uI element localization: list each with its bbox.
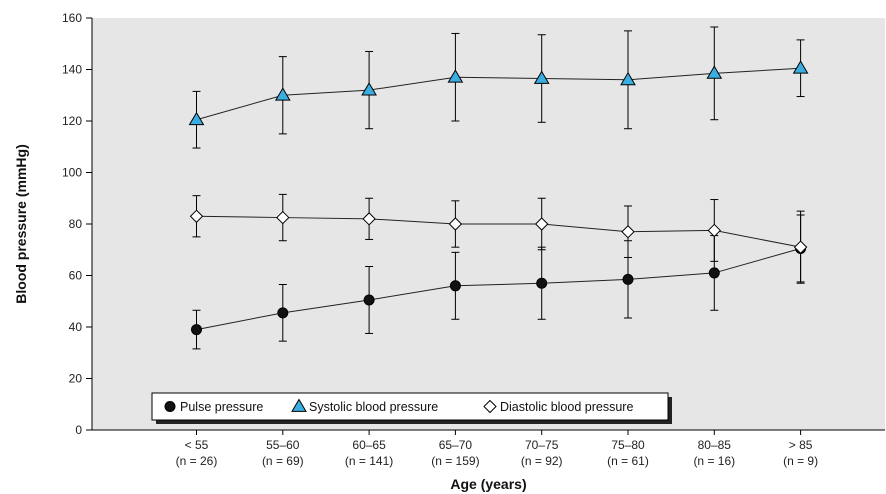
x-tick-label: 55–60: [266, 438, 300, 452]
diastolic-series-line: [196, 215, 801, 248]
pulse-data-point: [191, 324, 202, 336]
systolic-data-point: [188, 111, 205, 126]
pulse-data-point: [622, 273, 634, 285]
diastolic-data-point: [189, 209, 204, 223]
x-axis-title: Age (years): [450, 476, 526, 492]
diastolic-data-point: [621, 225, 635, 239]
y-tick-label: 120: [62, 114, 82, 128]
pulse-data-point: [708, 267, 720, 279]
diastolic-data-point: [534, 217, 549, 231]
x-tick-label: 70–75: [525, 438, 559, 452]
x-tick-count: (n = 69): [262, 454, 304, 468]
y-tick-label: 160: [62, 11, 82, 25]
y-tick-label: 100: [62, 166, 82, 180]
legend-box: [151, 392, 669, 421]
diastolic-data-point: [362, 212, 376, 226]
y-axis-title: Blood pressure (mmHg): [13, 144, 29, 303]
pulse-legend-label: Pulse pressure: [180, 400, 263, 414]
x-tick-label: 65–70: [439, 438, 473, 452]
pulse-data-point: [536, 277, 548, 289]
x-tick-count: (n = 26): [176, 454, 218, 468]
systolic-data-point: [447, 69, 464, 83]
y-tick-label: 20: [69, 372, 83, 386]
y-tick-label: 40: [69, 320, 83, 334]
pulse-data-point: [449, 280, 461, 292]
pulse-data-point: [363, 294, 375, 306]
diastolic-data-point: [276, 210, 290, 225]
diastolic-data-point: [707, 223, 722, 238]
y-tick-label: 60: [69, 269, 83, 283]
y-tick-label: 140: [62, 63, 82, 77]
diastolic-data-point: [448, 217, 463, 231]
x-tick-label: 80–85: [698, 438, 732, 452]
systolic-data-point: [361, 82, 377, 96]
x-tick-count: (n = 141): [345, 454, 393, 468]
systolic-data-point: [706, 65, 723, 79]
y-tick-label: 0: [75, 423, 82, 437]
diastolic-data-point: [793, 240, 808, 254]
systolic-legend-marker: [291, 398, 307, 412]
pulse-legend-marker: [164, 401, 176, 412]
x-tick-count: (n = 159): [431, 454, 479, 468]
diastolic-legend-label: Diastolic blood pressure: [500, 400, 633, 414]
systolic-data-point: [792, 60, 809, 74]
x-tick-label: > 85: [789, 438, 813, 452]
systolic-data-point: [533, 70, 550, 84]
x-tick-count: (n = 16): [693, 454, 735, 468]
x-tick-label: < 55: [185, 438, 209, 452]
x-tick-count: (n = 61): [607, 454, 649, 468]
y-tick-label: 80: [69, 217, 83, 231]
pulse-data-point: [277, 307, 289, 319]
x-tick-count: (n = 92): [521, 454, 563, 468]
x-tick-label: 75–80: [611, 438, 645, 452]
systolic-series-line: [196, 67, 801, 121]
diastolic-legend-marker: [483, 399, 497, 414]
systolic-data-point: [274, 87, 291, 101]
systolic-legend-label: Systolic blood pressure: [309, 400, 438, 414]
pulse-series-line: [196, 247, 801, 331]
x-tick-label: 60–65: [352, 438, 386, 452]
x-tick-count: (n = 9): [783, 454, 818, 468]
systolic-data-point: [620, 71, 636, 86]
